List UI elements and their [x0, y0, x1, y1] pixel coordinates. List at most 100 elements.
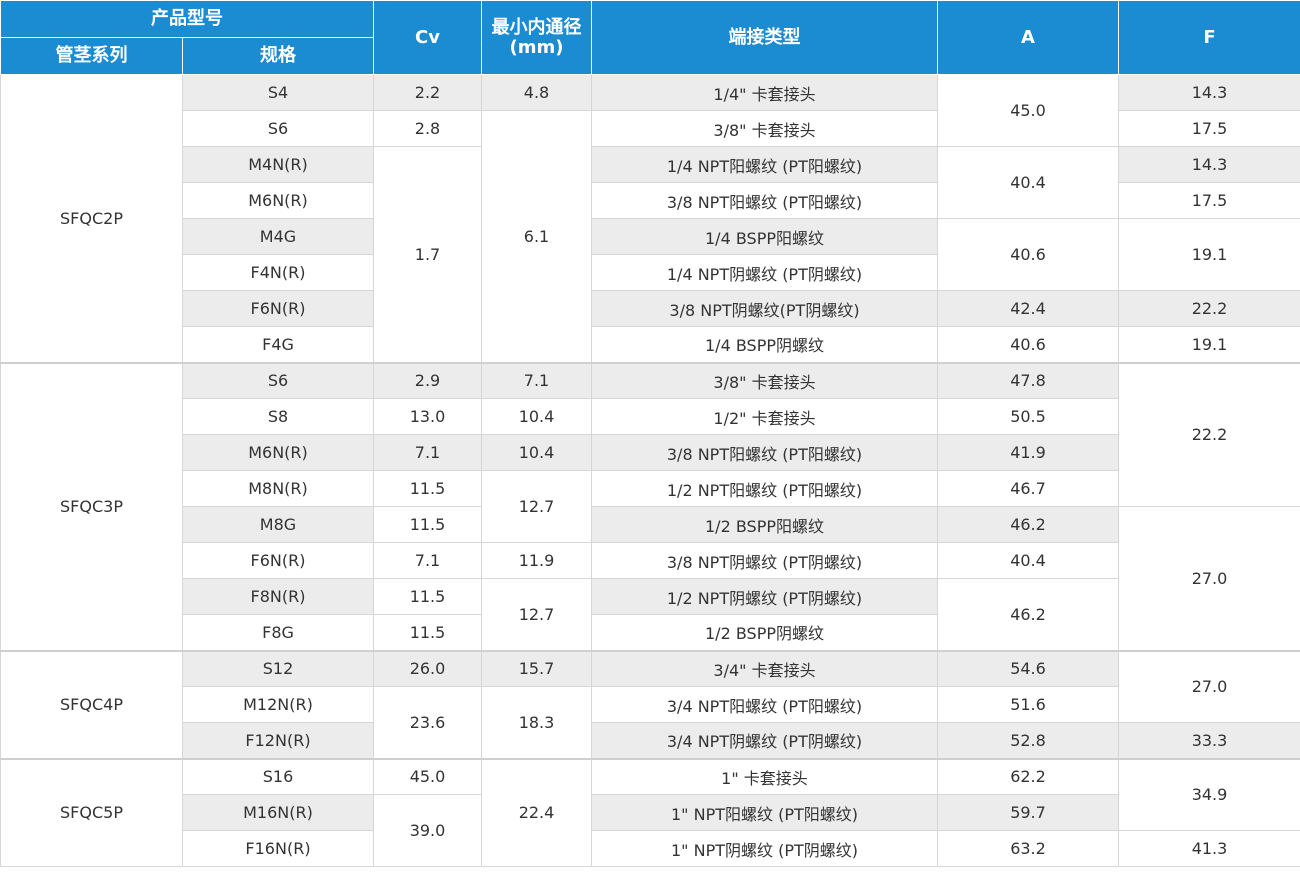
cv-cell: 23.6	[373, 686, 482, 759]
table-row: F12N(R) 3/4 NPT阴螺纹 (PT阴螺纹) 52.8 33.3	[1, 722, 1300, 759]
end-type-cell: 1/4" 卡套接头	[591, 74, 938, 111]
table-row: F16N(R) 1" NPT阴螺纹 (PT阴螺纹) 63.2 41.3	[1, 830, 1300, 867]
end-type-cell: 3/8" 卡套接头	[591, 361, 938, 399]
cv-cell: 26.0	[373, 649, 482, 687]
a-cell: 59.7	[937, 794, 1119, 831]
f-cell: 22.2	[1118, 361, 1300, 507]
end-type-cell: 3/8" 卡套接头	[591, 110, 938, 147]
spec-cell: M4N(R)	[182, 146, 374, 183]
spec-cell: S4	[182, 74, 374, 111]
a-cell: 46.2	[937, 506, 1119, 543]
bore-cell: 10.4	[481, 398, 592, 435]
cv-cell: 2.2	[373, 74, 482, 111]
spec-cell: M6N(R)	[182, 182, 374, 219]
f-cell: 19.1	[1118, 326, 1300, 363]
end-type-cell: 1/4 BSPP阳螺纹	[591, 218, 938, 255]
a-cell: 40.6	[937, 218, 1119, 291]
table-row: SFQC4P S12 26.0 15.7 3/4" 卡套接头 54.6 27.0	[0, 649, 1300, 759]
end-type-cell: 1/4 NPT阴螺纹 (PT阴螺纹)	[591, 254, 938, 291]
f-cell: 27.0	[1118, 506, 1300, 651]
a-cell: 40.4	[937, 542, 1119, 579]
end-type-cell: 1/4 NPT阳螺纹 (PT阳螺纹)	[591, 146, 938, 183]
spec-cell: F12N(R)	[182, 722, 374, 759]
end-type-cell: 1/2 NPT阳螺纹 (PT阳螺纹)	[591, 470, 938, 507]
f-cell: 33.3	[1118, 722, 1300, 759]
bore-cell: 12.7	[481, 470, 592, 543]
a-cell: 52.8	[937, 722, 1119, 759]
end-type-cell: 3/8 NPT阴螺纹 (PT阴螺纹)	[591, 542, 938, 579]
end-type-cell: 3/4 NPT阴螺纹 (PT阴螺纹)	[591, 722, 938, 759]
f-cell: 14.3	[1118, 146, 1300, 183]
spec-cell: M16N(R)	[182, 794, 374, 831]
header-min-bore-line1: 最小内通径	[491, 16, 582, 38]
table-row: M8G 11.5 1/2 BSPP阳螺纹 46.2 27.0	[1, 506, 1300, 651]
end-type-cell: 1/2" 卡套接头	[591, 398, 938, 435]
spec-cell: S16	[182, 757, 374, 795]
series-cell: SFQC4P	[0, 649, 183, 759]
bore-cell: 7.1	[481, 361, 592, 399]
cv-cell: 45.0	[373, 757, 482, 795]
f-cell: 14.3	[1118, 74, 1300, 111]
cv-cell: 13.0	[373, 398, 482, 435]
table-row: F4N(R) 1/4 NPT阴螺纹 (PT阴螺纹)	[1, 254, 1300, 291]
a-cell: 54.6	[937, 649, 1119, 687]
a-cell: 40.4	[937, 146, 1119, 219]
end-type-cell: 1" NPT阴螺纹 (PT阴螺纹)	[591, 830, 938, 867]
table-row: S8 13.0 10.4 1/2" 卡套接头 50.5	[1, 398, 1300, 435]
cv-cell: 11.5	[373, 578, 482, 615]
bore-cell: 4.8	[481, 74, 592, 111]
f-cell: 34.9	[1118, 757, 1300, 831]
series-cell: SFQC2P	[0, 74, 183, 363]
table-row: M4N(R) 1.7 1/4 NPT阳螺纹 (PT阳螺纹) 40.4 14.3	[1, 146, 1300, 363]
a-cell: 46.7	[937, 470, 1119, 507]
table-row: F4G 1/4 BSPP阴螺纹 40.6 19.1	[1, 326, 1300, 363]
bore-cell: 10.4	[481, 434, 592, 471]
spec-cell: M8N(R)	[182, 470, 374, 507]
spec-cell: S6	[182, 361, 374, 399]
end-type-cell: 3/8 NPT阳螺纹 (PT阳螺纹)	[591, 434, 938, 471]
table-row: S6 2.8 6.1 3/8" 卡套接头 17.5	[1, 110, 1300, 363]
end-type-cell: 1/2 NPT阴螺纹 (PT阴螺纹)	[591, 578, 938, 615]
table-row: M12N(R) 23.6 18.3 3/4 NPT阳螺纹 (PT阳螺纹) 51.…	[1, 686, 1300, 759]
table-row: SFQC3P S6 2.9 7.1 3/8" 卡套接头 47.8 22.2	[0, 361, 1300, 651]
a-cell: 42.4	[937, 290, 1119, 327]
end-type-cell: 1/4 BSPP阴螺纹	[591, 326, 938, 363]
table-row: SFQC5P S16 45.0 22.4 1" 卡套接头 62.2 34.9	[0, 757, 1300, 867]
bore-cell: 12.7	[481, 578, 592, 651]
end-type-cell: 1/2 BSPP阳螺纹	[591, 506, 938, 543]
cv-cell: 11.5	[373, 614, 482, 651]
header-series: 管茎系列	[0, 37, 183, 75]
spec-cell: F4G	[182, 326, 374, 363]
spec-cell: F4N(R)	[182, 254, 374, 291]
table-row: M6N(R) 3/8 NPT阳螺纹 (PT阳螺纹) 17.5	[1, 182, 1300, 219]
cv-cell: 11.5	[373, 506, 482, 543]
a-cell: 46.2	[937, 578, 1119, 651]
table-row: M8N(R) 11.5 12.7 1/2 NPT阳螺纹 (PT阳螺纹) 46.7	[1, 470, 1300, 543]
spec-cell: M4G	[182, 218, 374, 255]
f-cell: 19.1	[1118, 218, 1300, 291]
spec-cell: F8G	[182, 614, 374, 651]
a-cell: 51.6	[937, 686, 1119, 723]
header-cv: Cv	[373, 0, 482, 75]
a-cell: 63.2	[937, 830, 1119, 867]
header-f: F	[1118, 0, 1300, 75]
cv-cell: 2.8	[373, 110, 482, 147]
end-type-cell: 1/2 BSPP阴螺纹	[591, 614, 938, 651]
cv-cell: 2.9	[373, 361, 482, 399]
header-spec: 规格	[182, 37, 374, 75]
f-cell: 27.0	[1118, 649, 1300, 723]
spec-cell: M8G	[182, 506, 374, 543]
cv-cell: 1.7	[373, 146, 482, 363]
table-row: F6N(R) 3/8 NPT阴螺纹(PT阴螺纹) 42.4 22.2	[1, 290, 1300, 327]
a-cell: 45.0	[937, 74, 1119, 147]
table-row: F8N(R) 11.5 12.7 1/2 NPT阴螺纹 (PT阴螺纹) 46.2	[1, 578, 1300, 651]
end-type-cell: 3/8 NPT阴螺纹(PT阴螺纹)	[591, 290, 938, 327]
bore-cell: 22.4	[481, 757, 592, 867]
header-end-type: 端接类型	[591, 0, 938, 75]
cv-cell: 7.1	[373, 434, 482, 471]
bore-cell: 6.1	[481, 110, 592, 363]
end-type-cell: 3/8 NPT阳螺纹 (PT阳螺纹)	[591, 182, 938, 219]
table-row: F6N(R) 7.1 11.9 3/8 NPT阴螺纹 (PT阴螺纹) 40.4	[1, 542, 1300, 579]
table-row: M4G 1/4 BSPP阳螺纹 40.6 19.1	[1, 218, 1300, 291]
f-cell: 22.2	[1118, 290, 1300, 327]
